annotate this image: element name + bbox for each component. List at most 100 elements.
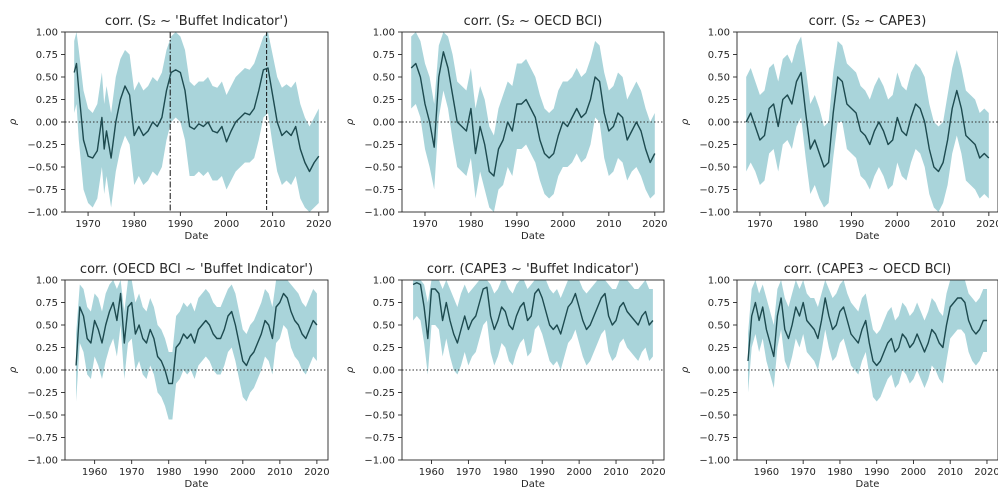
y-tick-label: −0.50: [364, 163, 395, 174]
correlation-line: [410, 51, 656, 177]
x-tick-label: 2020: [304, 467, 329, 478]
y-tick-label: −0.25: [364, 388, 395, 399]
chart-title: corr. (S₂ ~ OECD BCI): [464, 14, 603, 29]
y-tick-label: 0.50: [373, 321, 395, 332]
confidence-band: [76, 280, 317, 420]
x-tick-label: 1990: [504, 219, 529, 230]
chart-title: corr. (CAPE3 ~ OECD BCI): [784, 262, 952, 277]
y-tick-label: −0.25: [699, 388, 730, 399]
chart-panel: −1.00 −0.75 −0.50 −0.25 0.00 0.25 0.50 0.75 1.00…: [8, 262, 330, 490]
x-tick-label: 1970: [75, 219, 100, 230]
y-tick-label: 0.50: [36, 73, 58, 84]
correlation-line: [75, 292, 318, 385]
x-tick-label: 1960: [754, 467, 779, 478]
correlation-line: [73, 62, 320, 173]
y-tick-label: 0.00: [36, 118, 58, 129]
x-tick-label: 2000: [214, 219, 239, 230]
y-tick-label: 0.75: [708, 50, 730, 61]
confidence-band: [413, 280, 653, 375]
y-tick-label: −0.50: [699, 411, 730, 422]
y-tick-label: 0.25: [36, 343, 58, 354]
x-tick-label: 2000: [230, 467, 255, 478]
x-tick-label: 2020: [306, 219, 331, 230]
x-axis-label: Date: [521, 231, 545, 242]
x-tick-label: 1980: [827, 467, 852, 478]
y-axis-label: ρ: [345, 366, 356, 373]
plot-area: [65, 32, 328, 212]
x-tick-label: 1970: [790, 467, 815, 478]
y-tick-label: 0.00: [373, 366, 395, 377]
y-tick-label: −1.00: [27, 456, 58, 467]
y-tick-label: 0.25: [708, 343, 730, 354]
y-tick-label: −0.50: [699, 163, 730, 174]
x-axis-label: Date: [521, 479, 545, 490]
y-tick-label: −1.00: [364, 456, 395, 467]
y-tick-label: 0.00: [708, 366, 730, 377]
y-tick-label: 0.25: [36, 95, 58, 106]
y-tick-label: −0.25: [27, 140, 58, 151]
y-tick-label: −0.25: [27, 388, 58, 399]
x-tick-label: 1990: [864, 467, 889, 478]
y-tick-label: −1.00: [364, 208, 395, 219]
x-tick-label: 2000: [885, 219, 910, 230]
y-tick-label: −0.50: [27, 163, 58, 174]
plot-area: [737, 36, 998, 212]
x-tick-label: 2000: [550, 219, 575, 230]
x-axis-label: Date: [185, 231, 209, 242]
x-tick-label: 1990: [839, 219, 864, 230]
x-tick-label: 2020: [976, 219, 998, 230]
x-tick-label: 1980: [793, 219, 818, 230]
y-axis-label: ρ: [8, 366, 19, 373]
confidence-band: [74, 32, 319, 212]
x-tick-label: 2000: [901, 467, 926, 478]
y-tick-label: 0.50: [373, 73, 395, 84]
y-tick-label: 0.25: [373, 343, 395, 354]
x-axis-label: Date: [856, 231, 880, 242]
x-tick-label: 1960: [82, 467, 107, 478]
x-tick-label: 2020: [642, 219, 667, 230]
chart-panel: −1.00 −0.75 −0.50 −0.25 0.00 0.25 0.50 0.75 1.00…: [680, 14, 998, 242]
correlation-line: [745, 71, 990, 173]
y-tick-label: −0.75: [699, 185, 730, 196]
confidence-band: [746, 36, 989, 212]
x-tick-label: 2010: [603, 467, 628, 478]
x-tick-label: 1990: [193, 467, 218, 478]
y-tick-label: −0.75: [699, 433, 730, 444]
x-tick-label: 1980: [121, 219, 146, 230]
y-tick-label: −0.50: [364, 411, 395, 422]
x-tick-label: 1960: [419, 467, 444, 478]
x-tick-label: 1980: [156, 467, 181, 478]
y-tick-label: 0.00: [36, 366, 58, 377]
y-axis-label: ρ: [8, 118, 19, 125]
y-tick-label: 1.00: [36, 276, 58, 287]
plot-area: [737, 280, 998, 402]
x-tick-label: 1970: [456, 467, 481, 478]
x-tick-label: 1980: [493, 467, 518, 478]
x-tick-label: 1970: [412, 219, 437, 230]
y-tick-label: 0.50: [708, 321, 730, 332]
y-tick-label: −0.75: [364, 433, 395, 444]
plot-area: [402, 32, 664, 212]
y-axis-label: ρ: [680, 366, 691, 373]
chart-panel: −1.00 −0.75 −0.50 −0.25 0.00 0.25 0.50 0.75 1.00…: [8, 14, 331, 242]
correlation-line: [747, 297, 987, 367]
y-tick-label: −0.50: [27, 411, 58, 422]
y-tick-label: 1.00: [373, 28, 395, 39]
y-tick-label: 1.00: [373, 276, 395, 287]
chart-title: corr. (S₂ ~ CAPE3): [809, 14, 927, 29]
y-tick-label: −0.25: [364, 140, 395, 151]
x-tick-label: 2000: [566, 467, 591, 478]
x-tick-label: 1970: [747, 219, 772, 230]
y-tick-label: 0.75: [36, 50, 58, 61]
chart-panel: −1.00 −0.75 −0.50 −0.25 0.00 0.25 0.50 0.75 1.00…: [680, 262, 998, 490]
y-tick-label: 0.75: [36, 298, 58, 309]
x-axis-label: Date: [185, 479, 209, 490]
plot-area: [402, 280, 664, 375]
y-tick-label: −0.75: [27, 433, 58, 444]
chart-panel: −1.00 −0.75 −0.50 −0.25 0.00 0.25 0.50 0.75 1.00…: [345, 14, 668, 242]
y-tick-label: 0.25: [708, 95, 730, 106]
x-tick-label: 2010: [596, 219, 621, 230]
y-tick-label: 0.75: [373, 50, 395, 61]
y-tick-label: 0.50: [708, 73, 730, 84]
